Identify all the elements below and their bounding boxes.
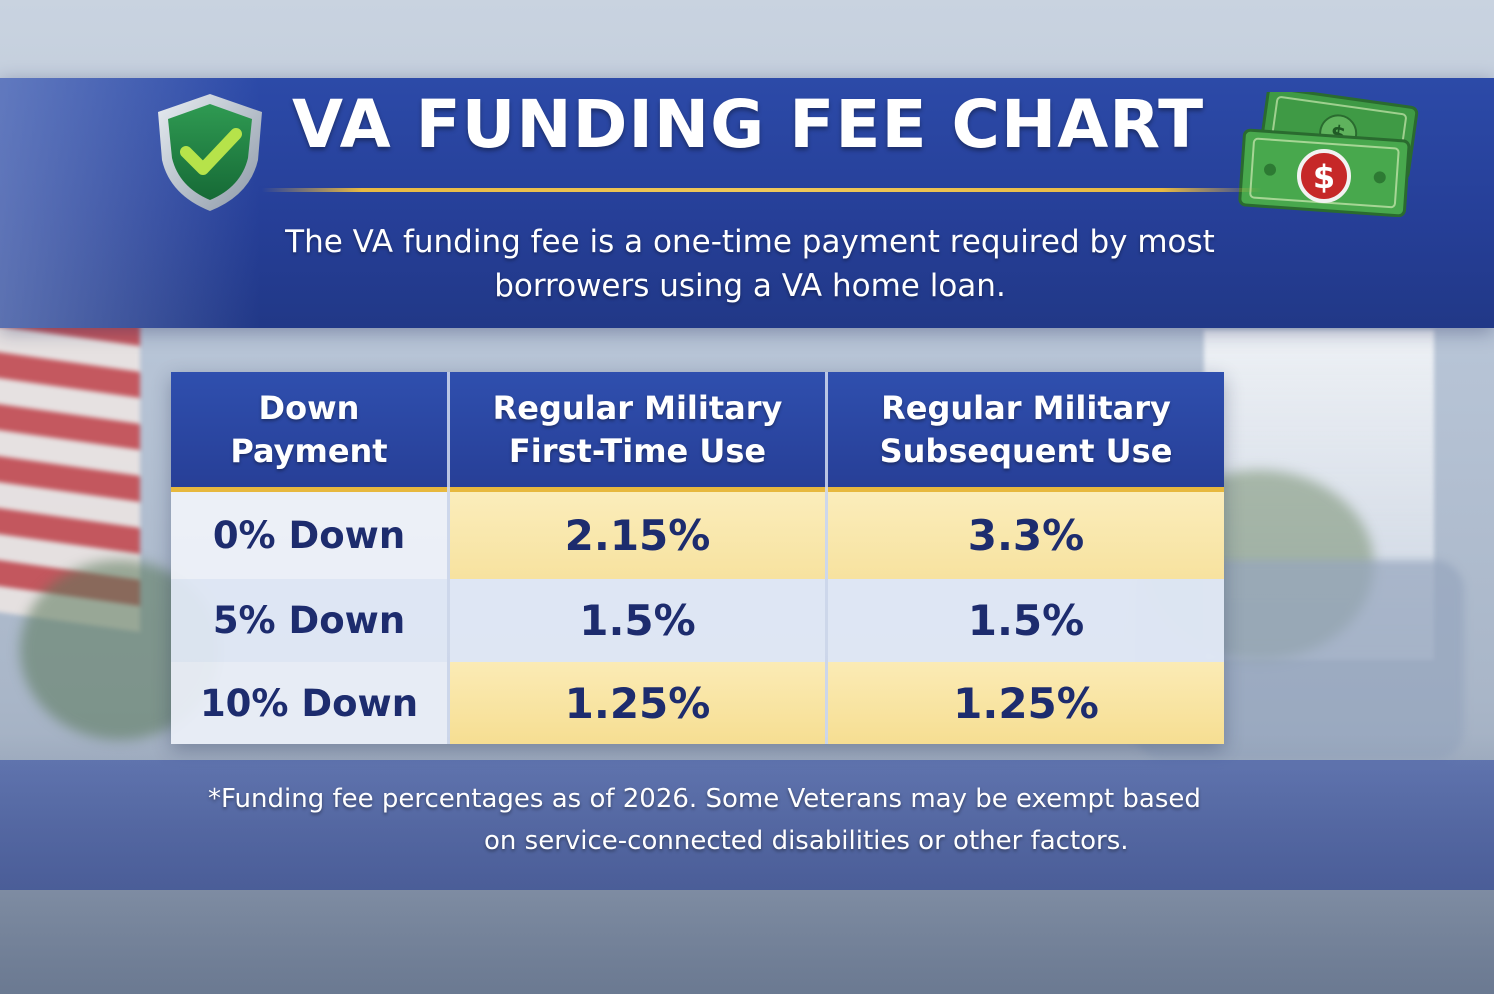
subtitle-line: The VA funding fee is a one-time payment… [285,224,1215,260]
row-label: 10% Down [171,662,447,744]
funding-fee-table: Down Payment Regular Military First-Time… [171,372,1224,744]
row-label: 0% Down [171,492,447,579]
column-header-down-payment: Down Payment [171,372,447,487]
fee-value-first-time: 1.5% [450,579,825,662]
footnote-line: on service-connected disabilities or oth… [484,826,1129,856]
row-label: 5% Down [171,579,447,662]
column-header-line: Down [258,388,360,427]
table-row: 5% Down 1.5% 1.5% [171,579,1224,662]
subtitle-line: borrowers using a VA home loan. [494,268,1006,304]
column-divider [825,372,828,744]
footnote: *Funding fee percentages as of 2026. Som… [180,778,1270,862]
fee-value-subsequent: 1.25% [828,662,1224,744]
svg-text:$: $ [1313,158,1335,196]
title-underline [262,188,1262,192]
column-header-line: Payment [230,431,388,470]
column-divider [447,372,450,744]
money-bills-icon: $ $ [1238,92,1419,217]
fee-value-subsequent: 1.5% [828,579,1224,662]
column-header-line: Regular Military [881,388,1171,427]
subtitle: The VA funding fee is a one-time payment… [150,220,1350,308]
fee-value-first-time: 2.15% [450,492,825,579]
column-header-subsequent-use: Regular Military Subsequent Use [828,372,1224,487]
table-row: 10% Down 1.25% 1.25% [171,662,1224,744]
column-header-first-time-use: Regular Military First-Time Use [450,372,825,487]
shield-check-icon [158,94,262,211]
fee-value-first-time: 1.25% [450,662,825,744]
page-title: VA FUNDING FEE CHART [292,86,1205,163]
dollar-coin-icon: $ [1297,149,1351,203]
column-header-line: Regular Military [492,388,783,427]
table-row: 0% Down 2.15% 3.3% [171,492,1224,579]
column-header-line: Subsequent Use [879,431,1173,470]
fee-value-subsequent: 3.3% [828,492,1224,579]
footnote-band [0,760,1494,890]
column-header-line: First-Time Use [508,431,767,470]
table-header: Down Payment Regular Military First-Time… [171,372,1224,492]
footnote-line: *Funding fee percentages as of 2026. Som… [208,784,1201,814]
